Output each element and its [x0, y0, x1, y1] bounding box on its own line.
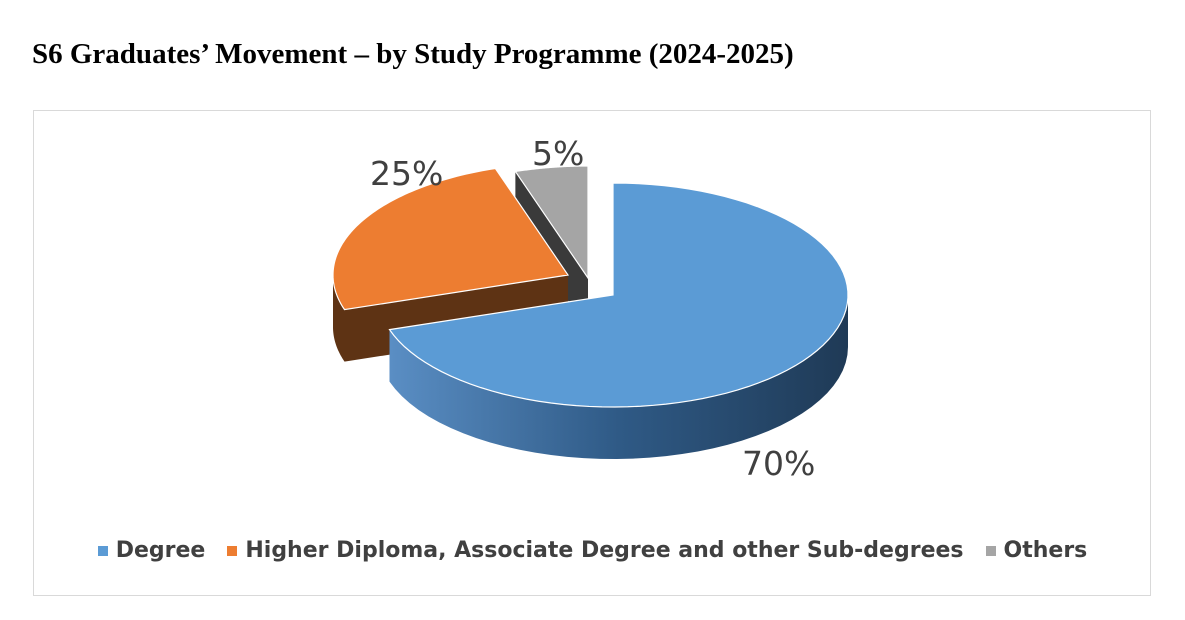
pie-slice-degree [388, 182, 849, 408]
data-label-sub-degrees: 25% [370, 154, 443, 193]
data-label-degree: 70% [742, 444, 815, 483]
legend-swatch [985, 545, 996, 556]
legend-label: Higher Diploma, Associate Degree and oth… [245, 538, 964, 563]
chart-frame [33, 110, 1151, 596]
legend-label: Degree [115, 538, 206, 563]
pie-slice-others [514, 165, 589, 280]
legend-item-sub-degrees: Higher Diploma, Associate Degree and oth… [227, 538, 964, 563]
legend: Degree Higher Diploma, Associate Degree … [0, 538, 1185, 563]
slice-wall-degree [389, 295, 848, 459]
legend-swatch [227, 545, 238, 556]
slice-wall-higher [333, 275, 345, 362]
pie-slice-higher [332, 167, 570, 311]
legend-item-others: Others [985, 538, 1088, 563]
data-label-others: 5% [532, 134, 584, 173]
legend-item-degree: Degree [97, 538, 206, 563]
chart-title: S6 Graduates’ Movement – by Study Progra… [32, 38, 794, 70]
legend-label: Others [1003, 538, 1088, 563]
legend-swatch [97, 545, 108, 556]
